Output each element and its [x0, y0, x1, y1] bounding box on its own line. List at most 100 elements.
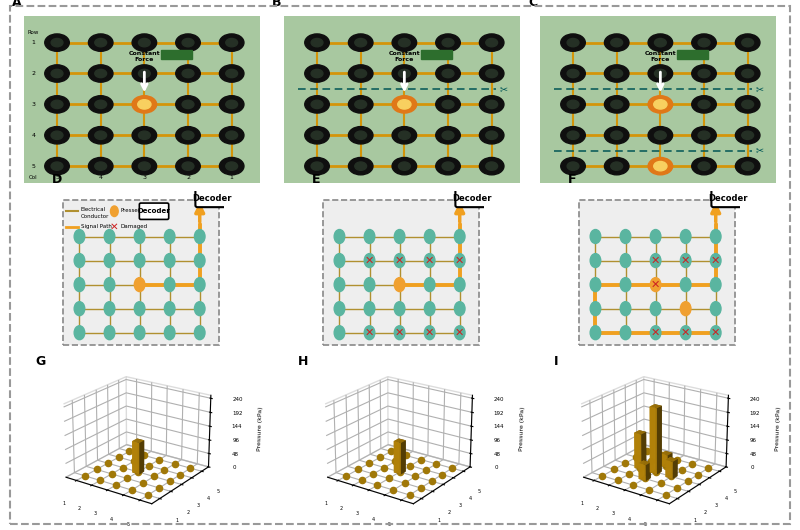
Circle shape: [51, 39, 63, 47]
Circle shape: [132, 127, 157, 144]
Ellipse shape: [134, 326, 145, 340]
Circle shape: [561, 34, 586, 51]
Text: C: C: [528, 0, 538, 9]
Text: 2: 2: [186, 175, 190, 180]
Ellipse shape: [454, 326, 465, 340]
Circle shape: [692, 34, 716, 51]
Ellipse shape: [620, 229, 631, 243]
Bar: [225, 37, 238, 48]
Bar: [354, 129, 367, 141]
Ellipse shape: [680, 278, 691, 292]
Text: ✕: ✕: [651, 255, 660, 266]
Bar: [50, 68, 63, 80]
Bar: [442, 160, 454, 172]
FancyBboxPatch shape: [711, 189, 744, 207]
Ellipse shape: [104, 278, 115, 292]
Bar: [421, 50, 451, 59]
Bar: [654, 68, 667, 80]
Ellipse shape: [364, 229, 375, 243]
Circle shape: [354, 100, 366, 109]
Circle shape: [349, 96, 373, 113]
Circle shape: [132, 65, 157, 82]
Ellipse shape: [364, 253, 375, 268]
Bar: [182, 99, 194, 110]
Circle shape: [51, 69, 63, 78]
Circle shape: [89, 157, 113, 175]
Circle shape: [436, 34, 460, 51]
Ellipse shape: [424, 326, 435, 340]
Circle shape: [89, 96, 113, 113]
Text: Decoder: Decoder: [452, 193, 491, 202]
Circle shape: [138, 162, 150, 170]
Text: ✕: ✕: [651, 328, 660, 338]
Ellipse shape: [334, 229, 345, 243]
Circle shape: [654, 162, 667, 171]
Circle shape: [648, 157, 673, 175]
Circle shape: [486, 100, 498, 109]
Ellipse shape: [334, 253, 345, 268]
Circle shape: [311, 69, 323, 78]
Circle shape: [132, 157, 157, 175]
Bar: [94, 99, 107, 110]
Bar: [398, 68, 411, 80]
Circle shape: [692, 65, 716, 82]
Circle shape: [486, 162, 498, 170]
Ellipse shape: [74, 326, 85, 340]
Circle shape: [611, 39, 622, 47]
Circle shape: [392, 127, 417, 144]
Text: H: H: [298, 355, 308, 367]
Circle shape: [219, 127, 244, 144]
Ellipse shape: [104, 302, 115, 316]
Text: ✕: ✕: [365, 255, 374, 266]
Bar: [182, 129, 194, 141]
Bar: [138, 37, 151, 48]
Circle shape: [654, 100, 667, 109]
Ellipse shape: [364, 326, 375, 340]
Circle shape: [398, 39, 410, 47]
Circle shape: [392, 96, 417, 113]
Bar: [610, 99, 623, 110]
Ellipse shape: [194, 229, 205, 243]
Text: 4: 4: [31, 133, 35, 138]
Ellipse shape: [710, 326, 721, 340]
Ellipse shape: [680, 326, 691, 340]
Bar: [138, 99, 151, 110]
Circle shape: [305, 65, 330, 82]
Bar: [354, 37, 367, 48]
Circle shape: [698, 100, 710, 109]
FancyBboxPatch shape: [455, 189, 488, 207]
Circle shape: [94, 131, 106, 139]
Circle shape: [398, 100, 411, 109]
Ellipse shape: [620, 302, 631, 316]
Circle shape: [94, 39, 106, 47]
Bar: [310, 37, 323, 48]
Ellipse shape: [104, 229, 115, 243]
Circle shape: [648, 34, 673, 51]
Circle shape: [479, 157, 504, 175]
Bar: [485, 160, 498, 172]
Bar: [225, 68, 238, 80]
Bar: [442, 129, 454, 141]
Bar: [50, 160, 63, 172]
Circle shape: [742, 100, 754, 109]
Text: Damaged: Damaged: [120, 224, 147, 229]
Text: ✕: ✕: [681, 328, 690, 338]
Circle shape: [182, 100, 194, 109]
Circle shape: [567, 131, 579, 139]
Circle shape: [182, 39, 194, 47]
Ellipse shape: [164, 302, 175, 316]
Circle shape: [436, 96, 460, 113]
Text: Electrical: Electrical: [81, 207, 106, 212]
Circle shape: [742, 131, 754, 139]
Bar: [310, 99, 323, 110]
Circle shape: [698, 162, 710, 170]
Circle shape: [479, 65, 504, 82]
Text: Decoder: Decoder: [708, 193, 747, 202]
Text: ✕: ✕: [425, 328, 434, 338]
Circle shape: [436, 157, 460, 175]
Circle shape: [648, 96, 673, 113]
Text: ✕: ✕: [455, 255, 465, 266]
Ellipse shape: [334, 326, 345, 340]
Circle shape: [567, 69, 579, 78]
Circle shape: [226, 131, 238, 139]
